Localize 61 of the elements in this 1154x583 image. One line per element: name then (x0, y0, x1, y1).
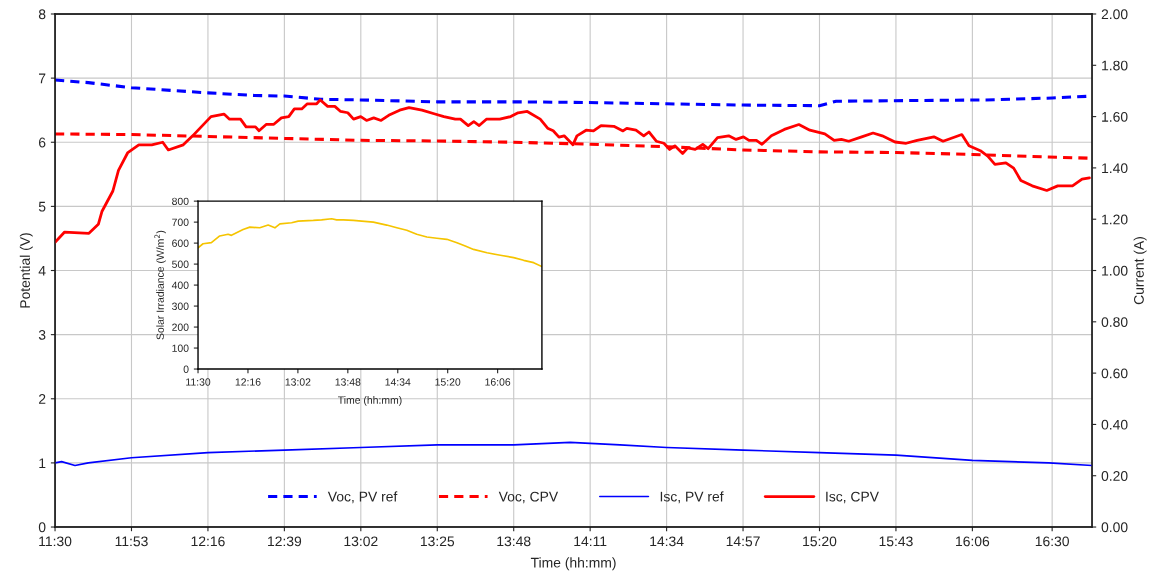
y2-tick-label: 1.40 (1102, 163, 1128, 174)
y-tick-label: 7 (39, 73, 46, 84)
y2-tick-label: 0.00 (1101, 522, 1128, 533)
x-tick-label: 13:02 (285, 378, 311, 386)
y2-tick-label: 0.40 (1101, 419, 1128, 430)
y-tick-label: 1 (39, 458, 46, 468)
x-tick-label: 13:02 (344, 536, 378, 547)
x-tick-label: 12:16 (235, 378, 261, 386)
y2-tick-label: 2.00 (1101, 9, 1128, 20)
y-axis-title: Solar Irradiance (W/m$^{2}$) (154, 230, 166, 340)
y-tick-label: 100 (172, 344, 189, 352)
y2-tick-label: 1.60 (1102, 111, 1128, 122)
legend-label: Isc, PV ref (660, 491, 724, 504)
y2-tick-label: 0.60 (1101, 368, 1128, 379)
legend-label: Voc, CPV (498, 491, 559, 504)
legend-label: Isc, CPV (826, 491, 879, 504)
x-tick-label: 13:25 (420, 536, 455, 547)
y-tick-label: 400 (171, 281, 189, 289)
x-tick-label: 15:43 (879, 536, 913, 547)
x-tick-label: 12:39 (268, 536, 302, 547)
y-tick-label: 800 (172, 197, 189, 206)
x-tick-label: 12:16 (191, 536, 225, 547)
y-tick-label: 600 (172, 239, 189, 247)
x-tick-label: 11:30 (39, 536, 72, 547)
line-series (198, 217, 542, 268)
y-tick-label: 200 (172, 323, 189, 331)
x-tick-label: 15:20 (803, 536, 837, 547)
x-axis-title: Time (hh:mm) (338, 396, 402, 406)
x-tick-label: 16:06 (956, 536, 990, 547)
y2-tick-label: 1.00 (1102, 265, 1128, 276)
x-axis-title: Time (hh:mm) (530, 557, 616, 571)
x-tick-label: 14:34 (385, 378, 411, 386)
x-tick-label: 14:11 (574, 536, 607, 547)
y2-axis-title: Current (A) (1133, 237, 1147, 305)
x-tick-label: 14:34 (650, 536, 684, 547)
x-tick-label: 13:48 (335, 378, 361, 386)
y2-tick-label: 0.20 (1101, 471, 1128, 481)
y2-tick-label: 0.80 (1101, 317, 1128, 327)
line-series (55, 441, 1093, 467)
y-tick-label: 500 (172, 260, 189, 268)
y-tick-label: 8 (38, 9, 46, 20)
x-tick-label: 14:57 (726, 536, 760, 547)
y-tick-label: 0 (183, 365, 189, 373)
x-tick-label: 13:48 (497, 536, 531, 547)
x-tick-label: 16:30 (1035, 536, 1069, 547)
y-tick-label: 0 (38, 522, 46, 533)
y-tick-label: 5 (38, 201, 46, 212)
x-tick-label: 15:20 (435, 378, 461, 386)
x-tick-label: 11:53 (115, 536, 148, 547)
x-tick-label: 11:30 (186, 378, 211, 386)
x-tick-label: 16:06 (485, 378, 511, 386)
y-tick-label: 300 (172, 302, 189, 310)
y2-tick-label: 1.80 (1102, 60, 1128, 71)
y-tick-label: 4 (38, 265, 46, 276)
y-tick-label: 2 (38, 394, 46, 404)
y-tick-label: 700 (172, 218, 189, 226)
y-tick-label: 3 (38, 329, 46, 340)
legend-label: Voc, PV ref (327, 491, 398, 504)
y2-tick-label: 1.20 (1102, 214, 1128, 225)
y-tick-label: 6 (39, 137, 46, 148)
y-axis-title: Potential (V) (19, 233, 33, 308)
